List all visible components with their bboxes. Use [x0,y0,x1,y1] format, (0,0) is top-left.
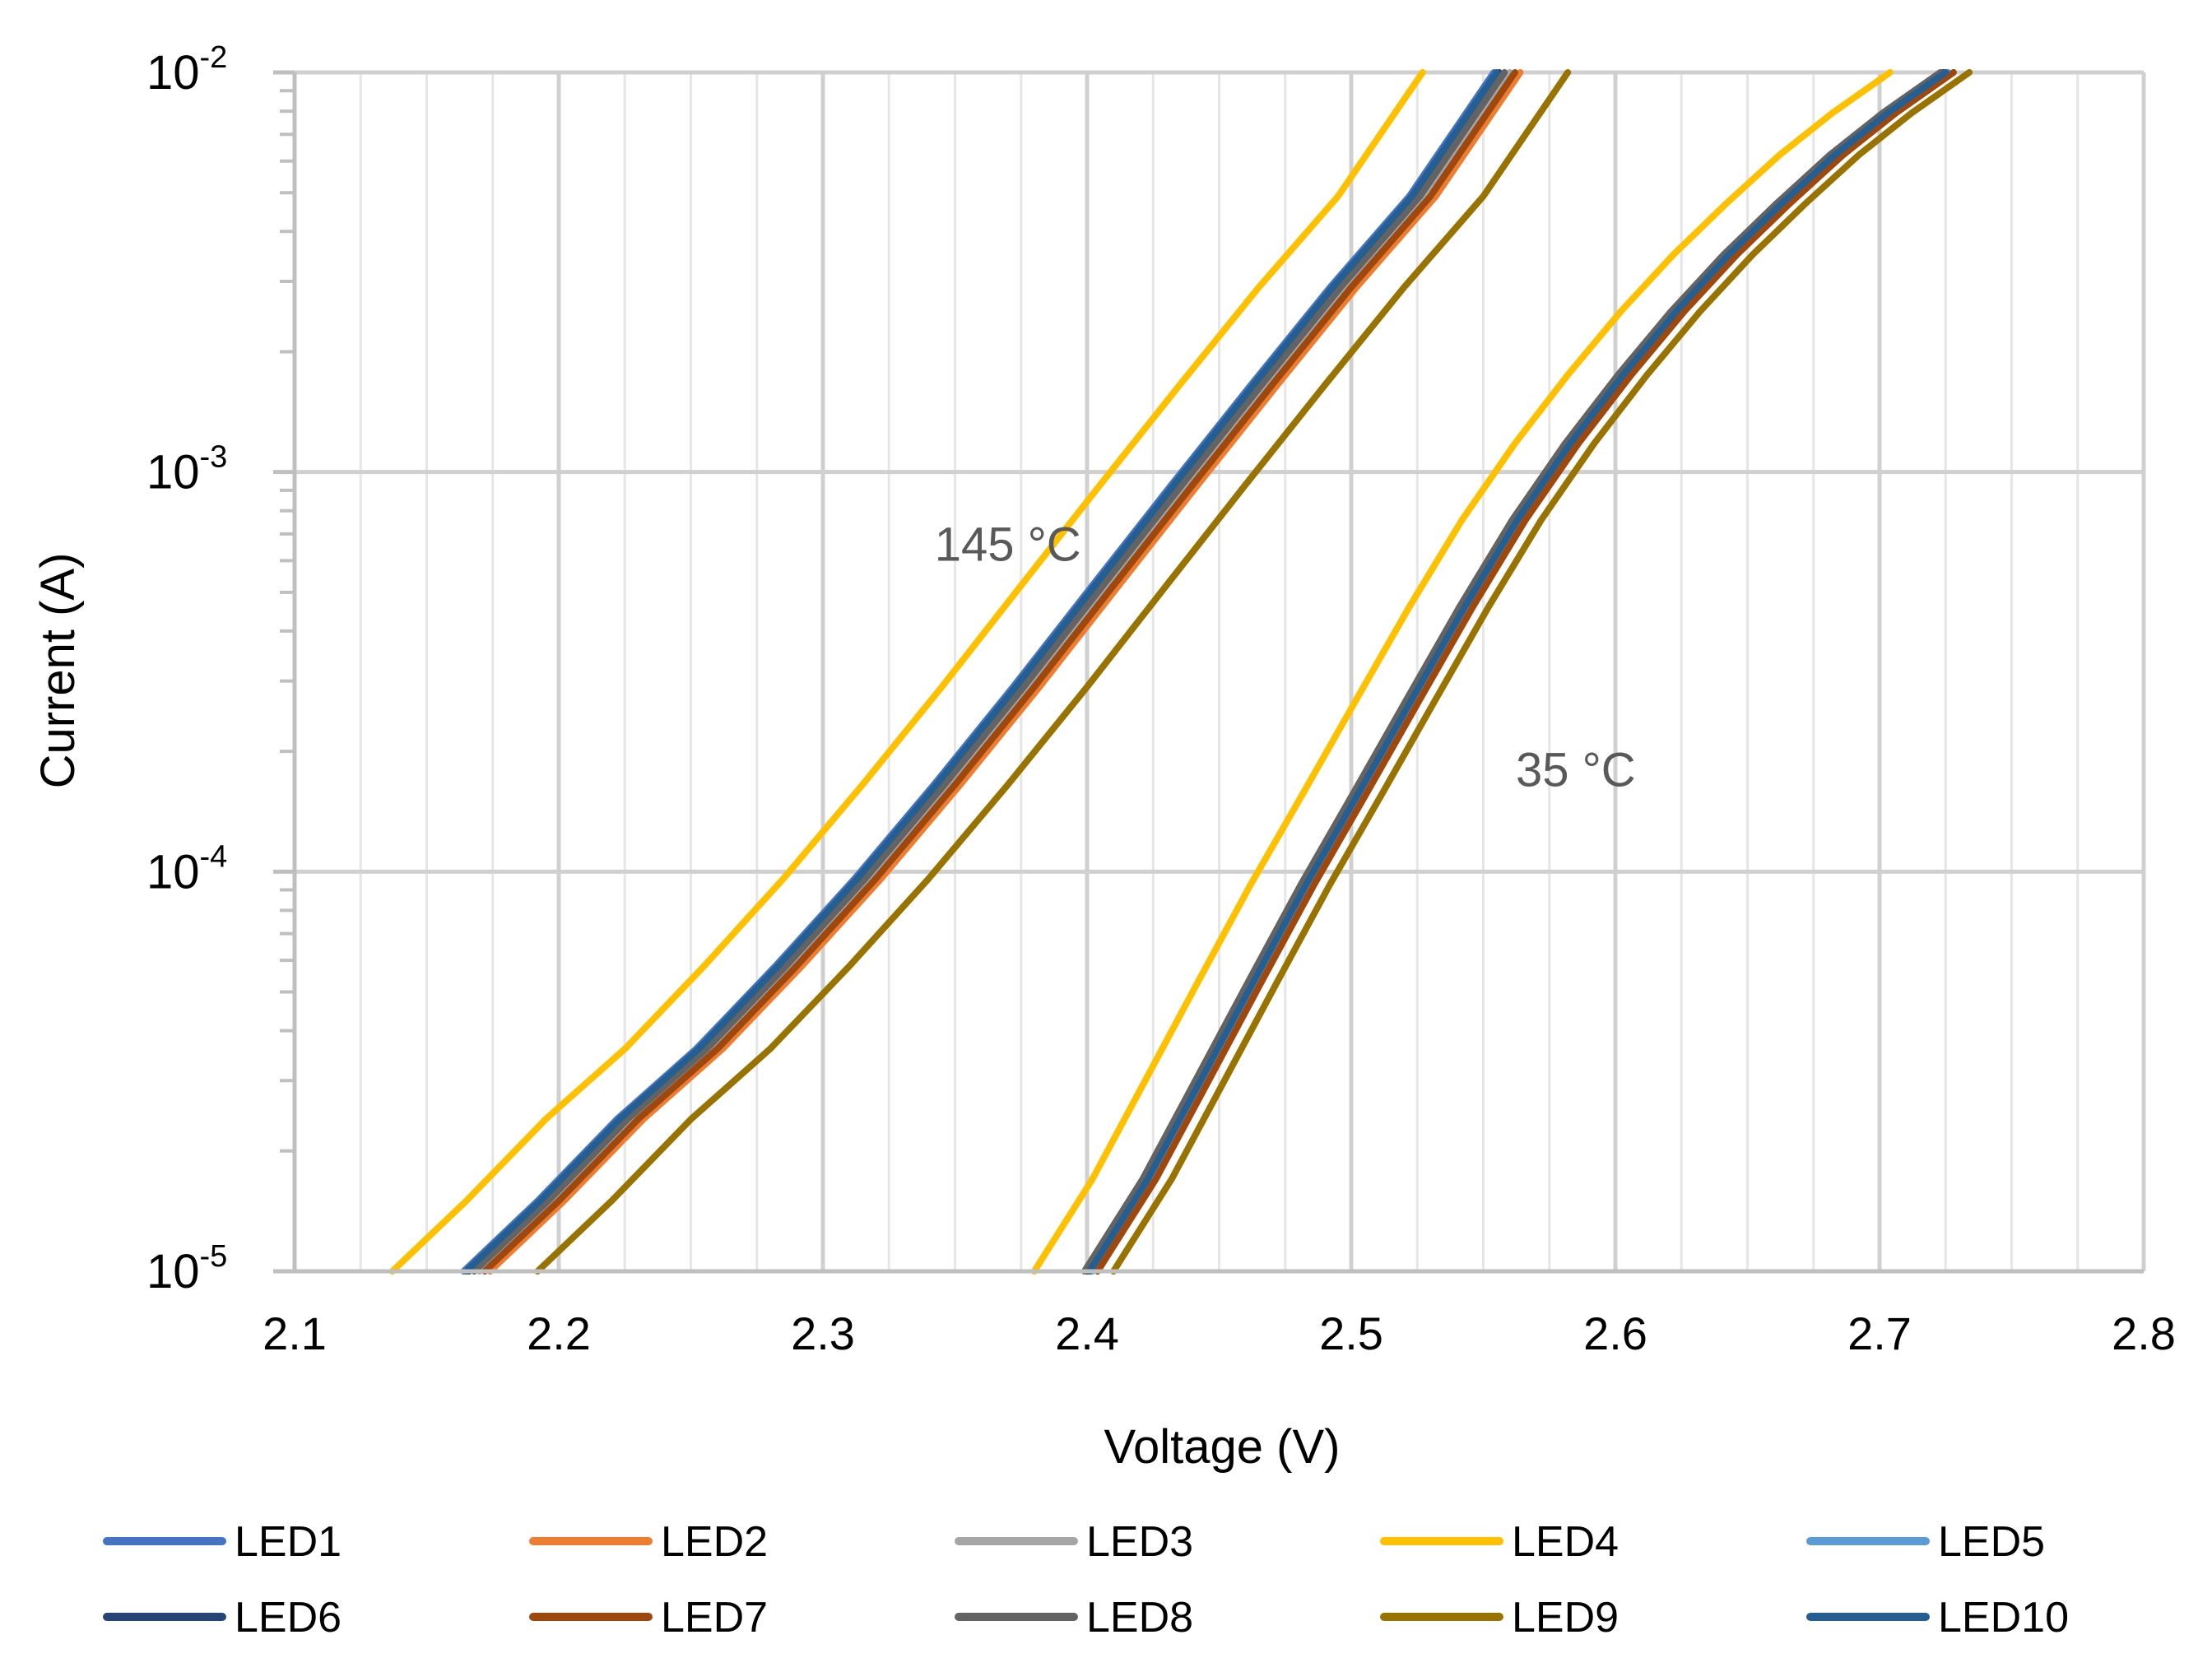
x-tick-label: 2.4 [1055,1307,1119,1359]
legend-label: LED7 [661,1594,768,1642]
x-axis-label: Voltage (V) [1104,1420,1341,1474]
y-axis-label: Current (A) [31,553,85,789]
x-tick-label: 2.1 [263,1307,327,1359]
series-line-led10-145c [462,69,1500,1275]
legend-label: LED2 [661,1518,768,1566]
y-tick-label: 10-3 [146,440,227,499]
temperature-annotation: 35 °C [1516,743,1636,796]
y-tick-base: 10 [146,446,200,499]
x-tick-label: 2.5 [1319,1307,1383,1359]
series-line-led9-35c [1110,69,1973,1275]
legend-label: LED10 [1938,1594,2069,1642]
legend-label: LED3 [1086,1518,1193,1566]
temperature-annotation: 145 °C [935,518,1081,571]
series-line-led4-35c [1030,69,1894,1275]
series-line-led7-145c [481,69,1518,1275]
series-line-led10-35c [1086,69,1949,1275]
series-line-led2-145c [486,69,1524,1275]
y-tick-base: 10 [146,1245,200,1298]
series-lines [388,69,1973,1275]
x-tick-label: 2.8 [2112,1307,2176,1359]
series-line-led7-35c [1094,69,1957,1275]
y-tick-exponent: -2 [200,40,228,75]
legend-label: LED1 [235,1518,342,1566]
series-line-led8-35c [1080,69,1944,1275]
annotations: 145 °C 35 °C [935,518,1636,796]
y-tick-label: 10-4 [146,839,227,899]
series-line-led9-145c [534,69,1572,1275]
series-line-led8-145c [471,69,1508,1275]
legend: LED1 LED2 LED3 LED4 LED5 LED6 LED7 LED8 LED9 LED1… [103,1518,2069,1642]
series-line-led4-145c [388,69,1426,1275]
axes: 2.1 2.2 2.3 2.4 2.5 2.6 2.7 2.810-210-310-410-5 [146,40,2176,1359]
legend-label: LED8 [1086,1594,1193,1642]
y-tick-base: 10 [146,845,200,899]
series-line-led3-145c [476,69,1513,1275]
legend-label: LED9 [1512,1594,1619,1642]
legend-label: LED4 [1512,1518,1619,1566]
x-tick-label: 2.6 [1583,1307,1647,1359]
legend-label: LED5 [1938,1518,2045,1566]
y-tick-exponent: -5 [200,1239,228,1274]
legend-label: LED6 [235,1594,342,1642]
y-tick-label: 10-5 [146,1239,227,1298]
y-tick-label: 10-2 [146,40,227,100]
x-tick-label: 2.3 [791,1307,855,1359]
y-tick-exponent: -4 [200,839,228,874]
x-tick-label: 2.7 [1847,1307,1912,1359]
x-tick-label: 2.2 [527,1307,591,1359]
y-tick-base: 10 [146,46,200,100]
y-tick-exponent: -3 [200,440,228,475]
